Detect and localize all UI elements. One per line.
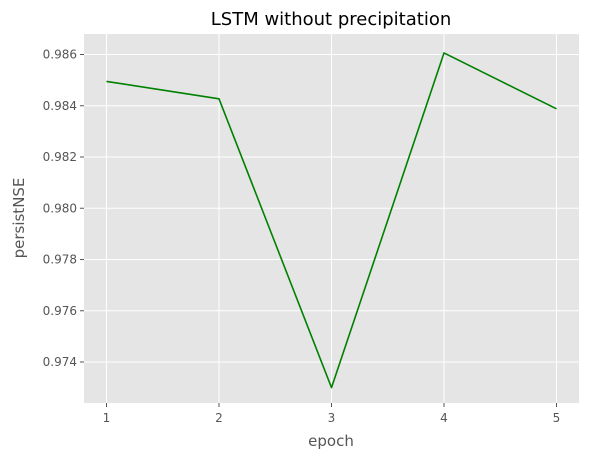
x-tick-label: 5 [553,411,561,425]
x-axis-label: epoch [308,432,354,450]
y-tick-label: 0.978 [43,253,77,267]
y-axis-label: persistNSE [10,178,28,259]
chart-title: LSTM without precipitation [211,9,452,30]
y-tick-label: 0.984 [43,99,77,113]
y-tick-label: 0.982 [43,150,77,164]
x-tick-label: 4 [440,411,448,425]
x-tick-label: 2 [215,411,223,425]
y-tick-label: 0.976 [43,304,77,318]
grid [84,34,579,403]
y-axis-ticks: 0.974 0.976 0.978 0.980 0.982 0.984 0.986 [43,48,84,369]
y-tick-label: 0.980 [43,201,77,215]
x-tick-label: 3 [328,411,336,425]
series-group [106,52,557,389]
x-tick-label: 1 [103,411,111,425]
y-tick-label: 0.986 [43,48,77,62]
y-tick-label: 0.974 [43,355,77,369]
x-axis-ticks: 1 2 3 4 5 [103,403,561,425]
